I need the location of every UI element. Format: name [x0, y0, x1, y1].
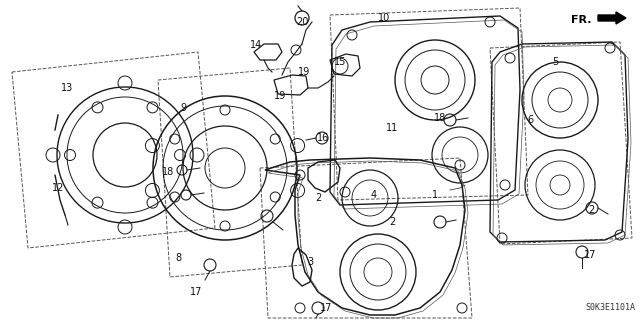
- FancyArrow shape: [598, 12, 626, 24]
- Text: 11: 11: [386, 123, 398, 133]
- Text: FR.: FR.: [570, 15, 591, 25]
- Text: 19: 19: [274, 91, 286, 101]
- Text: 16: 16: [317, 133, 329, 143]
- Text: 17: 17: [320, 303, 332, 313]
- Text: 9: 9: [180, 103, 186, 113]
- Text: 20: 20: [296, 17, 308, 27]
- Text: 6: 6: [527, 115, 533, 125]
- Text: 19: 19: [298, 67, 310, 77]
- Text: 2: 2: [588, 205, 594, 215]
- Text: 10: 10: [378, 13, 390, 23]
- Text: 17: 17: [584, 250, 596, 260]
- Text: S0K3E1101A: S0K3E1101A: [585, 303, 635, 312]
- Text: 5: 5: [552, 57, 558, 67]
- Text: 18: 18: [162, 167, 174, 177]
- Text: 13: 13: [61, 83, 73, 93]
- Text: 18: 18: [434, 113, 446, 123]
- Text: 3: 3: [307, 257, 313, 267]
- Text: 17: 17: [190, 287, 202, 297]
- Text: 1: 1: [432, 190, 438, 200]
- Text: 15: 15: [334, 57, 346, 67]
- Text: 12: 12: [52, 183, 64, 193]
- Text: 4: 4: [371, 190, 377, 200]
- Text: 14: 14: [250, 40, 262, 50]
- Text: 8: 8: [175, 253, 181, 263]
- Text: 2: 2: [315, 193, 321, 203]
- Text: 2: 2: [389, 217, 395, 227]
